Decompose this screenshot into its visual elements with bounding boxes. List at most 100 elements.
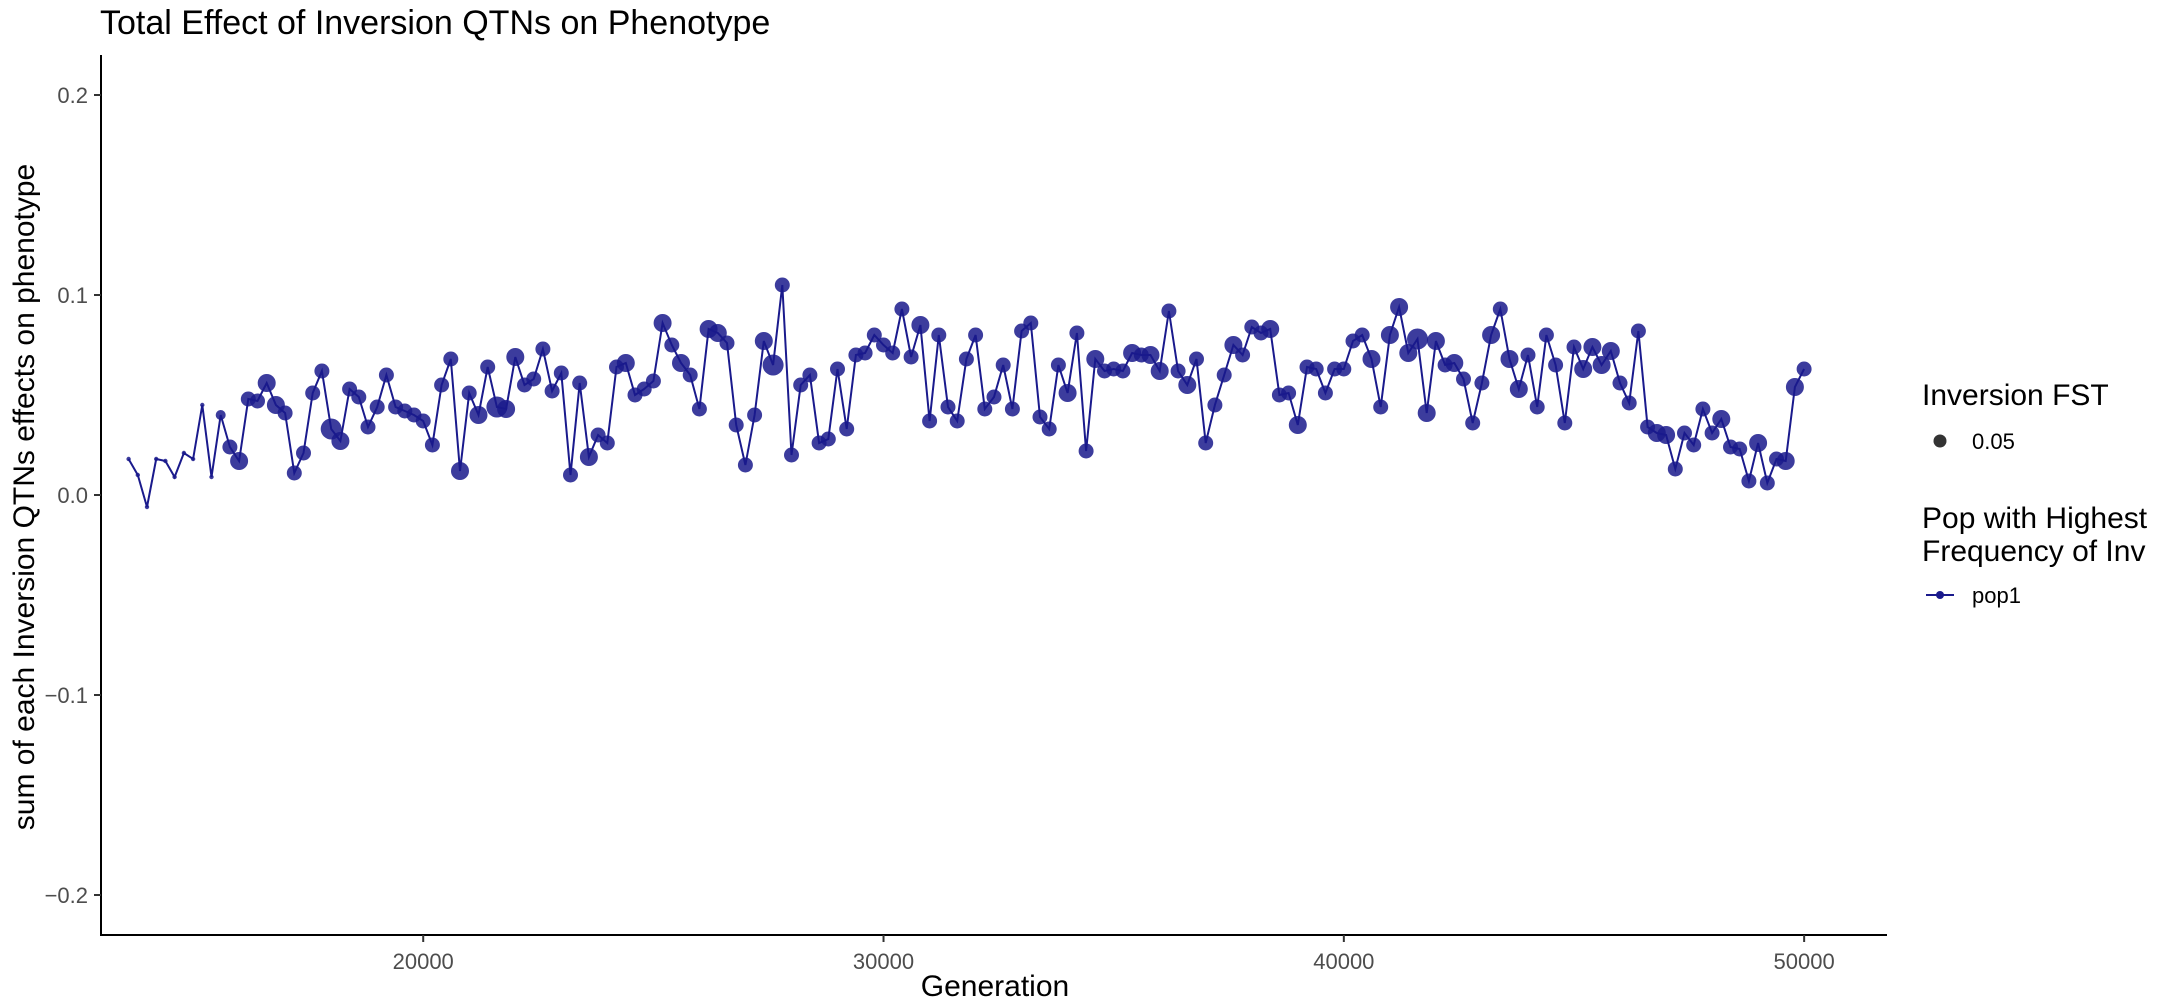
data-point	[1086, 350, 1105, 368]
data-point	[1115, 363, 1131, 379]
data-point	[480, 359, 496, 375]
data-point	[728, 417, 744, 433]
data-point	[1601, 342, 1620, 360]
data-point	[1189, 351, 1204, 367]
data-point	[599, 435, 615, 451]
data-point	[1141, 346, 1160, 364]
data-point	[415, 413, 431, 429]
data-point	[250, 393, 265, 409]
y-tick-label: 0.1	[57, 283, 88, 308]
data-point	[986, 389, 1002, 405]
data-point	[563, 467, 578, 483]
data-point	[1732, 441, 1748, 457]
data-point	[1704, 425, 1720, 441]
data-point	[230, 452, 249, 470]
data-point	[645, 373, 661, 389]
data-point	[1170, 363, 1186, 379]
series-line-pop1	[127, 284, 1805, 508]
data-point	[1785, 378, 1804, 396]
data-point	[286, 465, 302, 481]
data-point	[1612, 375, 1628, 391]
data-point	[378, 367, 394, 383]
data-point	[1390, 298, 1409, 316]
x-tick-label: 50000	[1774, 949, 1835, 974]
data-point	[331, 432, 350, 450]
legend: Inversion FST 0.05 Pop with Highest Freq…	[1922, 379, 2148, 608]
data-point	[351, 389, 367, 405]
data-point	[1207, 397, 1223, 413]
data-point	[257, 374, 276, 392]
data-point	[802, 367, 818, 383]
data-point	[1281, 385, 1297, 401]
data-point	[762, 354, 784, 376]
data-point	[1465, 415, 1481, 431]
data-point	[1686, 437, 1702, 453]
data-point	[1548, 357, 1564, 373]
data-point	[277, 405, 293, 421]
y-tick-label: −0.1	[45, 683, 88, 708]
data-point	[181, 450, 187, 456]
data-point	[461, 385, 477, 401]
data-point	[857, 345, 873, 361]
data-point	[885, 345, 901, 361]
y-tick-label: −0.2	[45, 883, 88, 908]
data-point	[506, 348, 525, 366]
data-point	[977, 401, 993, 417]
data-point	[1407, 328, 1428, 350]
data-point	[544, 383, 560, 399]
legend-size-key	[1933, 434, 1947, 448]
x-axis-title: Generation	[921, 970, 1069, 1003]
data-point	[424, 437, 440, 453]
data-point	[497, 400, 516, 418]
data-point	[1749, 434, 1768, 452]
data-point	[1161, 303, 1177, 319]
data-point	[1592, 356, 1611, 374]
y-ticks: −0.2 −0.1 0.0 0.1 0.2	[45, 83, 101, 908]
data-point	[553, 365, 569, 381]
data-point	[469, 406, 488, 424]
data-point	[1759, 475, 1775, 491]
data-point	[305, 385, 321, 401]
data-point	[1482, 326, 1501, 344]
plot-area: 20000 30000 40000 50000 −0.2 −0.1 0.0 0.1 0.2	[45, 55, 1887, 974]
data-point	[1538, 327, 1554, 343]
data-point	[1198, 435, 1214, 451]
data-point	[1557, 415, 1573, 431]
data-point	[209, 474, 214, 480]
data-point	[190, 456, 196, 462]
x-tick-label: 30000	[853, 949, 914, 974]
data-point	[1667, 461, 1683, 477]
data-point	[434, 377, 450, 393]
data-point	[940, 399, 956, 415]
data-point	[1657, 426, 1676, 444]
data-point	[664, 337, 680, 353]
data-point	[1741, 473, 1757, 489]
data-point	[1380, 326, 1399, 344]
data-point	[672, 354, 690, 372]
data-point	[443, 351, 459, 367]
data-point	[1500, 350, 1519, 368]
data-point	[135, 472, 140, 478]
data-point	[215, 410, 226, 420]
y-tick-label: 0.2	[57, 83, 88, 108]
data-point	[1621, 395, 1637, 411]
data-point	[931, 327, 947, 343]
legend-size-title: Inversion FST	[1922, 379, 2109, 412]
x-ticks: 20000 30000 40000 50000	[393, 935, 1835, 974]
y-axis-title: sum of each Inversion QTNs effects on ph…	[8, 164, 41, 830]
data-point	[922, 413, 938, 429]
data-point	[360, 419, 376, 435]
data-point	[1261, 320, 1280, 338]
data-point	[995, 357, 1011, 373]
legend-color-title-line1: Pop with Highest	[1922, 502, 2148, 535]
legend-color-title-line2: Frequency of Inv	[1922, 535, 2145, 568]
data-point	[820, 431, 836, 447]
data-point	[1426, 332, 1445, 350]
data-point	[172, 474, 177, 480]
data-point	[1308, 361, 1324, 377]
data-point	[144, 504, 150, 510]
data-point	[1041, 421, 1057, 437]
data-point	[1695, 401, 1711, 417]
data-point	[830, 361, 845, 377]
data-point	[911, 316, 930, 334]
